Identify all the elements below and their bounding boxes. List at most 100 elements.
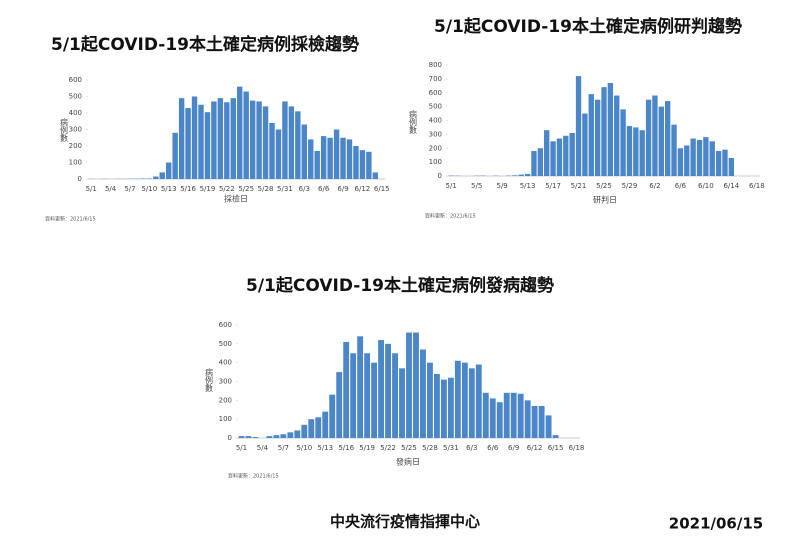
bar (594, 99, 601, 176)
bar (237, 86, 243, 179)
x-tick-label: 5/13 (317, 444, 333, 452)
bar (715, 151, 722, 176)
bar (371, 362, 378, 438)
bar (178, 98, 185, 179)
x-tick-label: 5/19 (359, 444, 375, 452)
bar (468, 368, 475, 438)
x-tick-label: 5/22 (380, 444, 396, 452)
bar (696, 139, 703, 176)
bar (191, 96, 198, 179)
bar (269, 122, 275, 179)
bar (230, 98, 236, 179)
bar (204, 112, 211, 179)
bar (329, 394, 336, 438)
bar (282, 101, 288, 179)
bar (677, 148, 684, 176)
bar (243, 91, 249, 179)
bar (165, 162, 172, 179)
bar (357, 336, 364, 438)
y-tick-label: 600 (429, 89, 442, 97)
bar (372, 172, 379, 179)
x-tick-label: 6/15 (374, 185, 390, 193)
note: 資料更新：2021/6/15 (228, 473, 279, 480)
x-tick-label: 6/6 (675, 182, 687, 190)
bar (333, 129, 340, 179)
bar (249, 100, 256, 179)
bar (245, 436, 252, 438)
y-tick-label: 600 (69, 76, 82, 84)
bar (671, 124, 677, 176)
bar (556, 138, 563, 176)
bar (315, 417, 322, 438)
organization: 中央流行疫情指揮中心 (330, 513, 480, 531)
x-tick-label: 5/17 (545, 182, 561, 190)
x-tick-label: 6/3 (299, 185, 310, 193)
bar (588, 94, 594, 176)
bar (336, 372, 343, 438)
bar (475, 364, 482, 438)
bar (658, 106, 664, 176)
bar (420, 349, 426, 438)
y-tick-label: 200 (219, 396, 232, 404)
note: 資料更新：2021/6/15 (45, 216, 96, 223)
x-tick-label: 5/1 (236, 444, 247, 452)
chart: 5/1起COVID-19本土確定病例研判趨勢病例數研判日資料更新：2021/6/… (409, 16, 765, 220)
bar (645, 99, 652, 176)
x-tick-label: 5/13 (520, 182, 536, 190)
bar (256, 101, 262, 179)
bar (159, 172, 165, 179)
x-tick-label: 6/9 (508, 444, 519, 452)
bar (639, 130, 645, 176)
y-tick-label: 0 (438, 172, 442, 180)
bar (433, 373, 440, 438)
chart-title: 5/1起COVID-19本土確定病例採檢趨勢 (51, 34, 359, 55)
y-tick-label: 400 (429, 117, 442, 125)
x-tick-label: 6/10 (698, 182, 714, 190)
bar (545, 415, 552, 438)
bar (238, 436, 245, 438)
bar (217, 98, 224, 179)
bar (709, 141, 715, 176)
x-axis-label: 研判日 (593, 195, 617, 205)
x-tick-label: 5/28 (258, 185, 274, 193)
y-tick-label: 400 (219, 359, 232, 367)
x-tick-label: 5/7 (278, 444, 289, 452)
bar (664, 101, 671, 176)
x-tick-label: 6/12 (355, 185, 371, 193)
bar (537, 148, 544, 176)
bar (262, 106, 269, 179)
bar (544, 130, 550, 176)
bar (343, 341, 350, 438)
x-tick-label: 5/1 (446, 182, 457, 190)
chart: 5/1起COVID-19本土確定病例發病趨勢病例數發病日資料更新：2021/6/… (205, 275, 585, 480)
note: 資料更新：2021/6/15 (425, 213, 476, 220)
x-tick-label: 6/2 (649, 182, 660, 190)
bar (518, 174, 524, 176)
y-tick-label: 100 (219, 415, 232, 423)
bar (652, 95, 658, 176)
y-tick-label: 600 (219, 321, 232, 329)
x-tick-label: 5/16 (180, 185, 196, 193)
bar (703, 137, 709, 176)
bar (364, 353, 371, 438)
bar (569, 132, 575, 176)
y-tick-label: 100 (69, 159, 82, 167)
bar (440, 379, 447, 438)
bar (582, 113, 588, 176)
x-tick-label: 5/25 (238, 185, 254, 193)
x-tick-label: 6/18 (749, 182, 765, 190)
bar (607, 83, 614, 176)
x-tick-label: 5/19 (200, 185, 216, 193)
bar (510, 392, 517, 438)
bar (503, 392, 510, 438)
y-tick-label: 500 (219, 340, 232, 348)
bar (406, 332, 412, 438)
y-tick-label: 200 (429, 144, 442, 152)
bar (198, 104, 204, 179)
chart: 5/1起COVID-19本土確定病例採檢趨勢病例數採檢日資料更新：2021/6/… (45, 34, 390, 223)
bar (314, 150, 320, 179)
y-tick-label: 500 (429, 103, 442, 111)
bar (413, 332, 419, 438)
